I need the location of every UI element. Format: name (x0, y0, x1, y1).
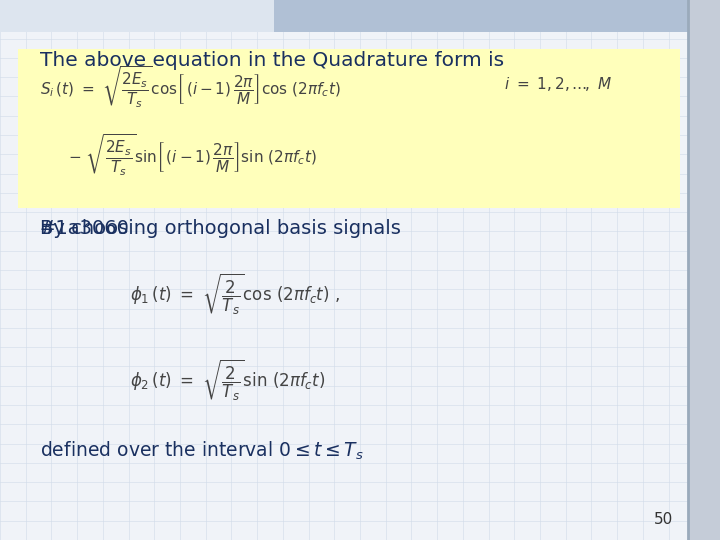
Text: $- \ \sqrt{\dfrac{2E_s}{T_s}}\sin\!\left[\,(i-1)\,\dfrac{2\pi}{M}\right]\sin\,(2: $- \ \sqrt{\dfrac{2E_s}{T_s}}\sin\!\left… (68, 132, 318, 178)
Text: The above equation in the Quadrature form is: The above equation in the Quadrature for… (40, 51, 504, 70)
Text: $S_i\,(t) \ = \ \sqrt{\dfrac{2E_s}{T_s}}\cos\!\left[\,(i-1)\,\dfrac{2\pi}{M}\rig: $S_i\,(t) \ = \ \sqrt{\dfrac{2E_s}{T_s}}… (40, 65, 341, 110)
FancyBboxPatch shape (0, 0, 274, 32)
Text: 50: 50 (654, 511, 673, 526)
FancyBboxPatch shape (688, 0, 720, 540)
Text: defined over the interval $0 \leq t \leq T_s$: defined over the interval $0 \leq t \leq… (40, 440, 364, 462)
Text: $i \ = \ 1, 2, \ldots\!,\ M$: $i \ = \ 1, 2, \ldots\!,\ M$ (504, 75, 612, 92)
FancyBboxPatch shape (0, 0, 688, 540)
FancyBboxPatch shape (274, 0, 688, 32)
FancyBboxPatch shape (18, 49, 680, 208)
Text: By choosing orthogonal basis signals: By choosing orthogonal basis signals (40, 219, 400, 238)
Text: $\phi_1\,(t) \ = \ \sqrt{\dfrac{2}{T_s}}\cos\,(2\pi f_c t) \ ,$: $\phi_1\,(t) \ = \ \sqrt{\dfrac{2}{T_s}}… (130, 271, 340, 316)
Text: #1a3060: #1a3060 (40, 219, 130, 238)
Text: $\phi_2\,(t) \ = \ \sqrt{\dfrac{2}{T_s}}\sin\,(2\pi f_c t)$: $\phi_2\,(t) \ = \ \sqrt{\dfrac{2}{T_s}}… (130, 357, 325, 403)
